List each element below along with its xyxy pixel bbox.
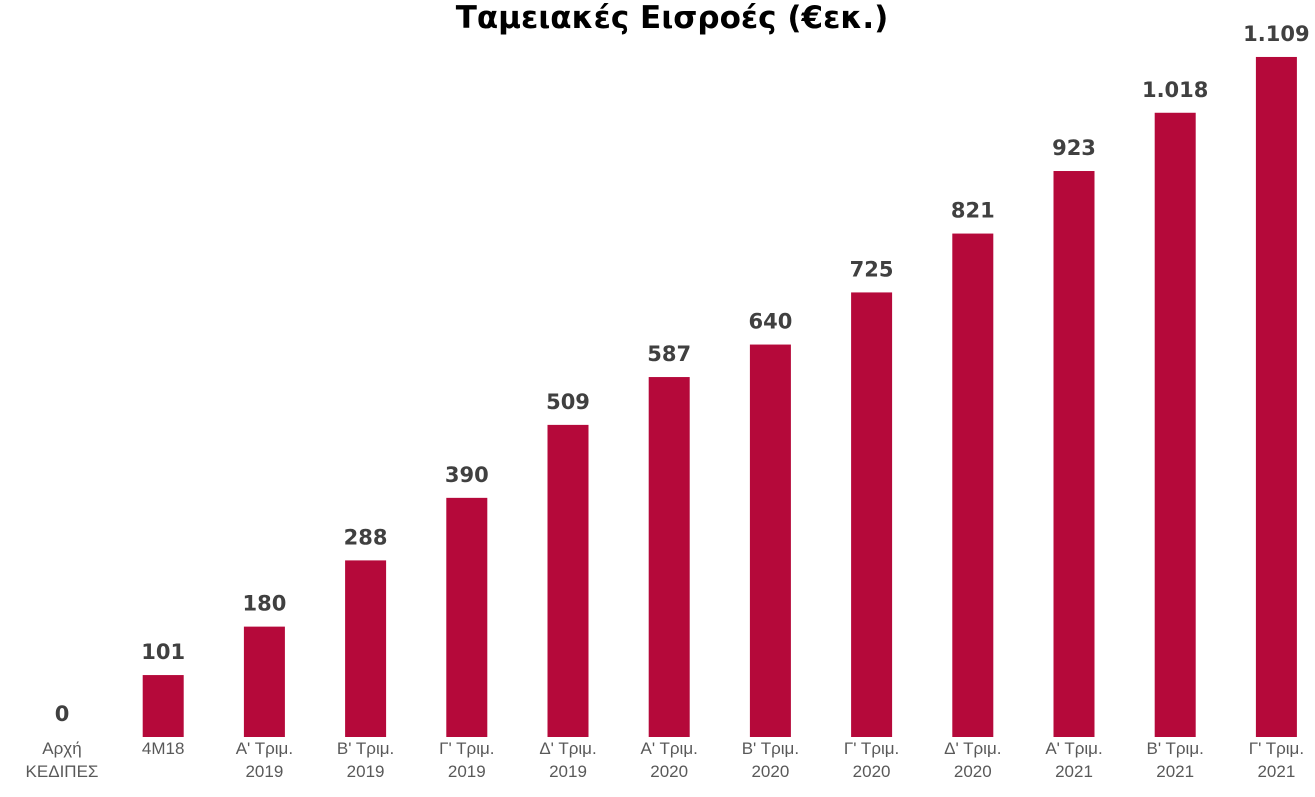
bar bbox=[547, 424, 589, 737]
value-label: 640 bbox=[748, 310, 792, 334]
value-label: 0 bbox=[55, 702, 70, 726]
bar bbox=[142, 675, 184, 737]
x-tick-label: Α' Τριμ. 2020 bbox=[640, 739, 698, 781]
value-label: 923 bbox=[1052, 136, 1096, 160]
bar bbox=[446, 497, 488, 737]
value-label: 101 bbox=[141, 640, 185, 664]
bar bbox=[1053, 171, 1095, 737]
bar bbox=[1154, 112, 1196, 738]
bar bbox=[345, 560, 387, 737]
bar bbox=[851, 292, 893, 737]
value-label: 509 bbox=[546, 390, 590, 414]
x-tick-label: Β' Τριμ. 2019 bbox=[336, 739, 395, 781]
bar bbox=[1255, 56, 1297, 738]
value-label: 1.109 bbox=[1243, 22, 1309, 46]
x-tick-label: Αρχή ΚΕΔΙΠΕΣ bbox=[25, 739, 99, 781]
bar bbox=[749, 344, 791, 737]
chart-title: Ταμειακές Εισροές (€εκ.) bbox=[456, 0, 889, 36]
bar bbox=[648, 377, 690, 737]
value-label: 390 bbox=[445, 463, 489, 487]
value-label: 587 bbox=[647, 342, 691, 366]
x-tick-label: Α' Τριμ. 2019 bbox=[235, 739, 294, 781]
x-tick-label: Γ' Τριμ. 2021 bbox=[1248, 739, 1305, 781]
bar bbox=[243, 626, 285, 737]
x-tick-label: Δ' Τριμ. 2019 bbox=[539, 739, 597, 781]
value-label: 1.018 bbox=[1142, 78, 1208, 102]
x-tick-label: Β' Τριμ. 2021 bbox=[1146, 739, 1204, 781]
x-tick-label: Α' Τριμ. 2021 bbox=[1045, 739, 1103, 781]
x-tick-label: Δ' Τριμ. 2020 bbox=[944, 739, 1002, 781]
value-label: 821 bbox=[951, 199, 995, 223]
x-tick-label: Β' Τριμ. 2020 bbox=[741, 739, 800, 781]
value-label: 725 bbox=[850, 257, 894, 281]
x-tick-label: Γ' Τριμ. 2019 bbox=[439, 739, 495, 781]
x-tick-label: Γ' Τριμ. 2020 bbox=[843, 739, 900, 781]
x-tick-label: 4M18 bbox=[141, 739, 185, 758]
value-label: 288 bbox=[344, 525, 388, 549]
value-label: 180 bbox=[242, 592, 286, 616]
bar bbox=[952, 233, 994, 737]
